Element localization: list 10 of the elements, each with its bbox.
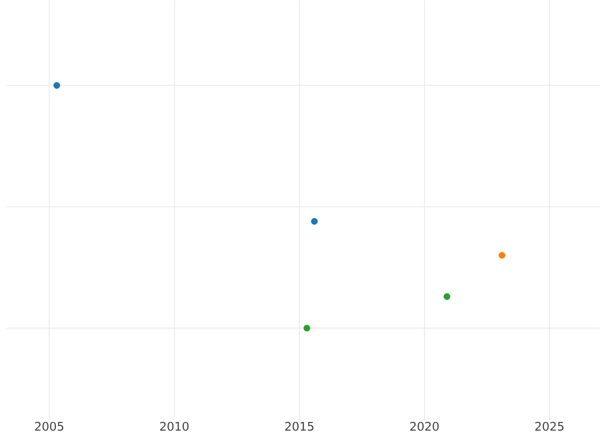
x-tick-label: 2005 (35, 422, 64, 431)
x-tick-label: 2020 (410, 422, 439, 431)
point (53, 82, 60, 89)
point (498, 252, 506, 259)
x-tick-label: 2025 (535, 422, 564, 431)
point (304, 324, 310, 332)
point (311, 218, 318, 225)
x-tick-label: 2015 (285, 422, 314, 431)
x-tick-label: 2010 (160, 422, 189, 431)
point (444, 293, 450, 300)
